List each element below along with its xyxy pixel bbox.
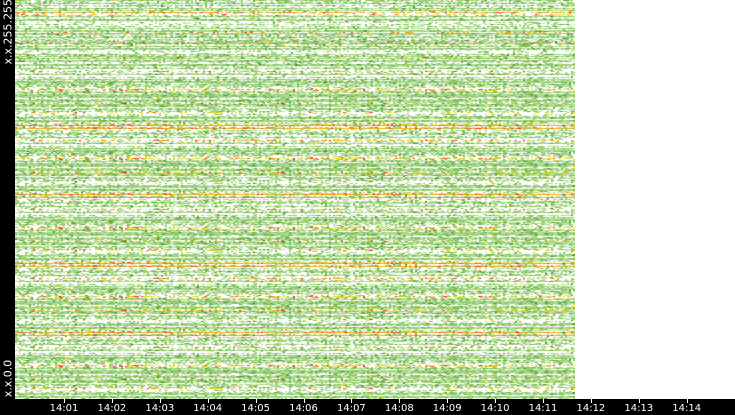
y-axis: x.x.255.255 x.x.0.0: [0, 0, 15, 399]
x-tick-label: 14:02: [97, 403, 127, 414]
x-tick-label: 14:04: [193, 403, 223, 414]
x-tick: [399, 399, 401, 403]
x-tick: [447, 399, 449, 403]
x-tick: [495, 399, 497, 403]
x-tick: [64, 399, 65, 403]
x-tick: [207, 399, 209, 403]
x-tick-label: 14:14: [672, 403, 702, 414]
x-tick: [638, 399, 640, 403]
x-tick-label: 14:09: [432, 403, 462, 414]
x-tick-label: 14:05: [241, 403, 271, 414]
x-tick-label: 14:08: [384, 403, 414, 414]
x-tick-label: 14:11: [528, 403, 558, 414]
x-tick: [303, 399, 305, 403]
x-tick: [255, 399, 257, 403]
x-tick-label: 14:13: [624, 403, 654, 414]
x-tick: [543, 399, 544, 403]
x-tick-label: 14:06: [289, 403, 318, 414]
x-tick: [590, 399, 592, 403]
heatmap-cells[interactable]: [15, 0, 575, 399]
x-tick: [159, 399, 161, 403]
x-tick: [351, 399, 353, 403]
x-tick-label: 14:01: [49, 403, 79, 414]
x-tick-label: 14:12: [576, 403, 606, 414]
x-tick: [686, 399, 688, 403]
y-label-top: x.x.255.255: [1, 0, 15, 65]
x-tick: [111, 399, 113, 403]
x-tick-label: 14:07: [336, 403, 366, 414]
x-tick-label: 14:03: [145, 403, 175, 414]
x-tick-label: 14:10: [480, 403, 510, 414]
x-axis: [0, 399, 735, 415]
